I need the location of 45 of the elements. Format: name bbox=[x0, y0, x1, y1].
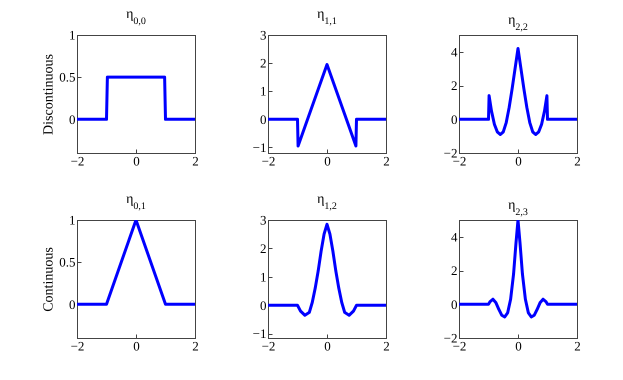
line-series bbox=[459, 46, 577, 136]
y-tick-label: 3 bbox=[260, 212, 266, 228]
line-series bbox=[268, 222, 386, 317]
y-axis-title: Discontinuous bbox=[41, 54, 56, 135]
chart-title: η$_{0,0}$ bbox=[126, 7, 146, 26]
y-tick-label: 1 bbox=[260, 269, 266, 284]
chart-title: η$_{1,2}$ bbox=[317, 192, 337, 212]
y-axis-title: Continuous bbox=[41, 247, 56, 312]
y-tick-label: 0 bbox=[260, 298, 266, 313]
chart-title: η$_{0,1}$ bbox=[126, 192, 146, 212]
x-tick-label: 0 bbox=[515, 154, 522, 168]
y-tick-label: 4 bbox=[451, 44, 458, 60]
x-tick-label: 2 bbox=[383, 154, 390, 168]
y-tick-label: 0 bbox=[451, 296, 458, 312]
y-tick-label: 2 bbox=[260, 56, 266, 71]
y-tick-label: 0.5 bbox=[59, 254, 76, 270]
line-series bbox=[459, 220, 577, 318]
y-tick-label: 0 bbox=[69, 112, 76, 127]
y-tick-label: 0 bbox=[451, 112, 458, 127]
y-tick-label: 1 bbox=[260, 84, 266, 99]
y-tick-label: 2 bbox=[260, 240, 266, 256]
x-tick-label: 2 bbox=[383, 338, 390, 354]
y-tick-label: 0.5 bbox=[59, 70, 76, 85]
x-tick-label: 0 bbox=[515, 338, 522, 354]
x-tick-label: 0 bbox=[324, 338, 331, 354]
x-tick-label: 2 bbox=[574, 154, 581, 168]
chart-title: η$_{2,3}$ bbox=[508, 198, 528, 218]
y-tick-label: 1 bbox=[69, 212, 76, 228]
y-tick-label: −1 bbox=[252, 326, 266, 342]
x-tick-label: 2 bbox=[192, 154, 199, 168]
y-tick-label: 0 bbox=[69, 296, 76, 312]
y-tick-label: 4 bbox=[451, 229, 458, 244]
chart-title: η$_{1,1}$ bbox=[317, 7, 337, 26]
y-tick-label: 3 bbox=[260, 28, 266, 42]
x-tick-label: 0 bbox=[133, 154, 140, 168]
y-tick-label: 0 bbox=[260, 112, 266, 127]
x-tick-label: 0 bbox=[133, 338, 140, 354]
y-tick-label: −1 bbox=[252, 140, 266, 155]
x-tick-label: 2 bbox=[192, 338, 199, 354]
x-tick-label: 2 bbox=[574, 338, 581, 354]
y-tick-label: 2 bbox=[451, 263, 458, 278]
y-tick-label: 2 bbox=[451, 78, 458, 94]
y-tick-label: 1 bbox=[69, 28, 76, 42]
x-tick-label: 0 bbox=[324, 154, 331, 168]
chart-title: η$_{2,2}$ bbox=[508, 13, 528, 32]
